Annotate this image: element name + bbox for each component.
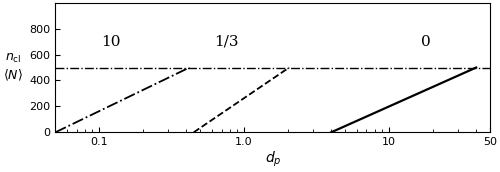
Text: 1/3: 1/3 — [214, 35, 238, 49]
X-axis label: $d_p$: $d_p$ — [264, 150, 281, 169]
Y-axis label: $n_\mathrm{cl}$
$\langle N \rangle$: $n_\mathrm{cl}$ $\langle N \rangle$ — [3, 52, 23, 83]
Text: 0: 0 — [421, 35, 431, 49]
Text: 10: 10 — [101, 35, 120, 49]
